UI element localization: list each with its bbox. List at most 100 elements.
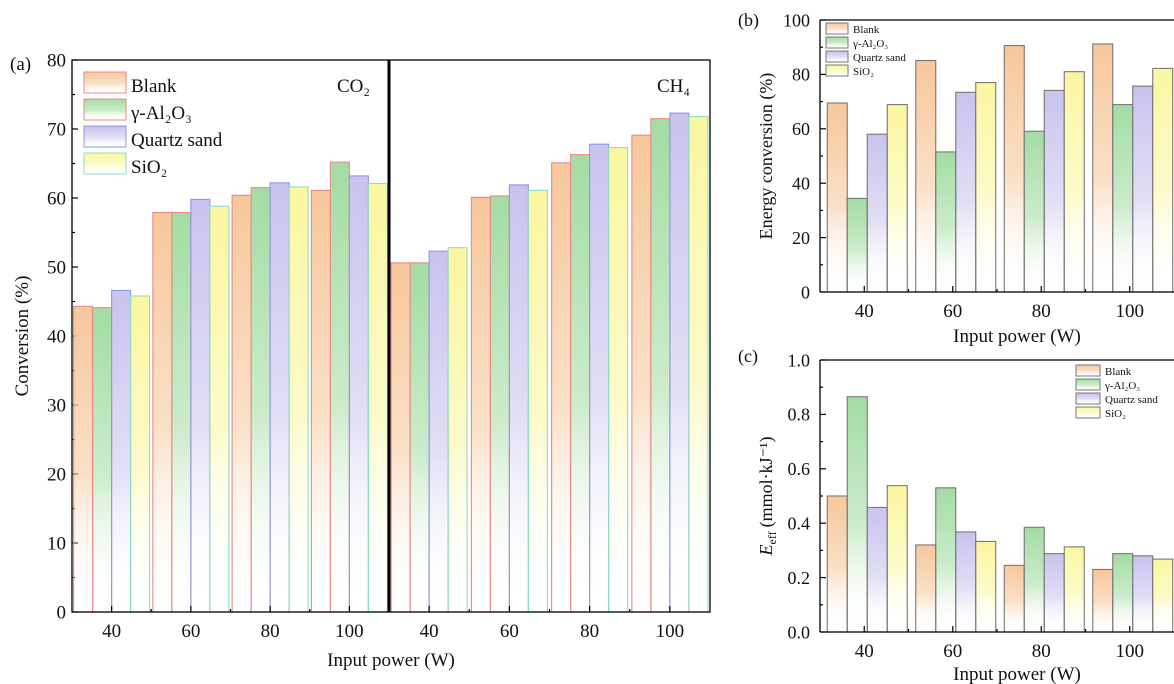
panel-a-label: (a) [10,54,31,75]
panel-b-legend-label: Blank [853,24,880,36]
panel-c-ylabel-main: E [756,545,776,557]
panel-b-ytick-label: 20 [792,228,810,248]
panel-a-ytick-label: 50 [47,258,66,279]
panel-c-bar [826,495,848,633]
panel-a-ch4-bar [390,262,411,613]
panel-c-ytick-label: 0.4 [788,514,811,534]
panel-b-bar [1003,45,1025,293]
panel-c-legend-swatch [1075,406,1101,419]
panel-a-ytick-label: 70 [47,120,66,141]
panel-b-bar [1023,130,1045,293]
panel-b-ytick-label: 0 [801,282,810,302]
panel-a-ch4-bar [428,250,449,613]
panel-c-bar [1132,555,1154,633]
panel-a-co2-bar [329,161,350,613]
panel-a-xtick-label: 40 [420,621,439,642]
panel-a-ch4-bar [570,153,591,613]
panel-c-ytick-label: 0.6 [788,459,811,479]
panel-a-ytick-label: 80 [47,51,66,72]
panel-c-xlabel: Input power (W) [953,664,1081,684]
panel-a-co2-bar [231,194,252,613]
panel-a-co2-bar [250,187,271,613]
panel-b-bar [1152,67,1174,293]
panel-c-bar [1092,568,1114,633]
panel-c-ytick-label: 1.0 [788,350,811,370]
panel-c-bar [975,540,997,633]
panel-a-co2-bar [171,211,192,613]
panel-c-legend-swatch [1075,364,1101,377]
panel-c-ylabel-sub: eff [765,531,779,544]
panel-a-ch4-bar [669,112,690,613]
panel-c-legend-swatch [1075,392,1101,405]
panel-b-bar [975,82,997,293]
panel-c-ylabel-unit: (mmol·kJ⁻¹) [756,436,777,527]
panel-b-bar [915,59,937,293]
panel-a-co2-bar [367,182,388,613]
panel-a-co2-bar [73,305,94,613]
panel-c-xtick-label: 100 [1116,641,1145,662]
panel-a-co2-label: CO₂ [337,76,370,97]
panel-c-label: (c) [738,346,758,367]
panel-c-ytick-label: 0.0 [788,622,811,642]
panel-a-co2-bar [130,295,151,613]
panel-c-efficiency-chart: 0.0 0.2 0.4 0.6 0.8 1.0 40 60 80 100 (c) Input powe… [738,346,1174,684]
panel-a-co2-bar [310,189,331,613]
panel-b-xtick-label: 60 [943,301,962,322]
panel-a-legend-label: Quartz sand [131,130,223,151]
panel-b-bar [846,197,868,293]
panel-a-ch4-bar [589,143,610,613]
panel-c-xtick-label: 80 [1032,641,1051,662]
panel-c-legend-label: Blank [1105,366,1132,378]
panel-b-bar [1043,89,1065,293]
panel-c-ytick-label: 0.8 [788,405,811,425]
panel-b-legend-label: γ-Al₂O₃ [852,38,888,50]
panel-b-legend-swatch [825,64,849,77]
panel-a-legend-swatch [83,98,127,121]
panel-a-ch4-bar [409,262,430,613]
panel-c-bar [1152,558,1174,633]
panel-a-co2-bar [152,211,173,613]
panel-a-xtick-label: 40 [102,621,121,642]
panel-b-bar [886,104,908,293]
panel-b-bar [955,91,977,293]
panel-a-ch4-bar [489,195,510,613]
panel-b-xlabel: Input power (W) [953,326,1081,347]
panel-a-xtick-label: 80 [580,621,599,642]
panel-a-ch4-bar [650,118,671,613]
panel-c-xtick-label: 40 [855,641,874,662]
panel-a-xtick-label: 60 [500,621,519,642]
panel-a-co2-bar [348,175,369,613]
panel-a-ch4-bar [527,189,548,613]
panel-b-bar [1092,43,1114,293]
panel-a-ch4-bar [688,116,709,613]
panel-a-legend-swatch [83,152,127,175]
panel-a-ch4-bar [470,196,491,613]
panel-a-ytick-label: 40 [47,327,66,348]
panel-a-ytick-label: 10 [47,534,66,555]
panel-b-bar [1112,104,1134,293]
panel-c-bar [1112,553,1134,633]
panel-a-legend-label: Blank [131,76,177,97]
panel-a-co2-bar [190,198,211,613]
panel-a-legend-swatch [83,71,127,94]
panel-b-bar [826,102,848,293]
panel-a-xtick-label: 60 [181,621,200,642]
panel-b-legend-label: Quartz sand [853,52,906,64]
panel-c-bar [1043,553,1065,633]
panel-b-bar [935,151,957,293]
panel-a-conversion-chart: 0 10 20 30 40 50 60 70 80 40 60 80 100 CO₂ 40 60 80 100 CH… [10,51,711,671]
panel-a-ytick-label: 60 [47,189,66,210]
panel-c-bar [1063,546,1085,633]
panel-b-legend-swatch [825,22,849,35]
panel-a-xtick-label: 100 [335,621,364,642]
panel-c-xtick-label: 60 [943,641,962,662]
panel-b-ylabel: Energy conversion (%) [756,73,777,240]
panel-a-xlabel: Input power (W) [327,650,455,671]
panel-c-bar [915,544,937,633]
panel-a-ch4-bar [447,247,468,613]
panel-c-bar [935,487,957,633]
panel-b-ytick-label: 80 [792,65,810,85]
panel-a-co2-bar [269,182,290,613]
panel-b-legend-label: SiO₂ [853,66,874,78]
